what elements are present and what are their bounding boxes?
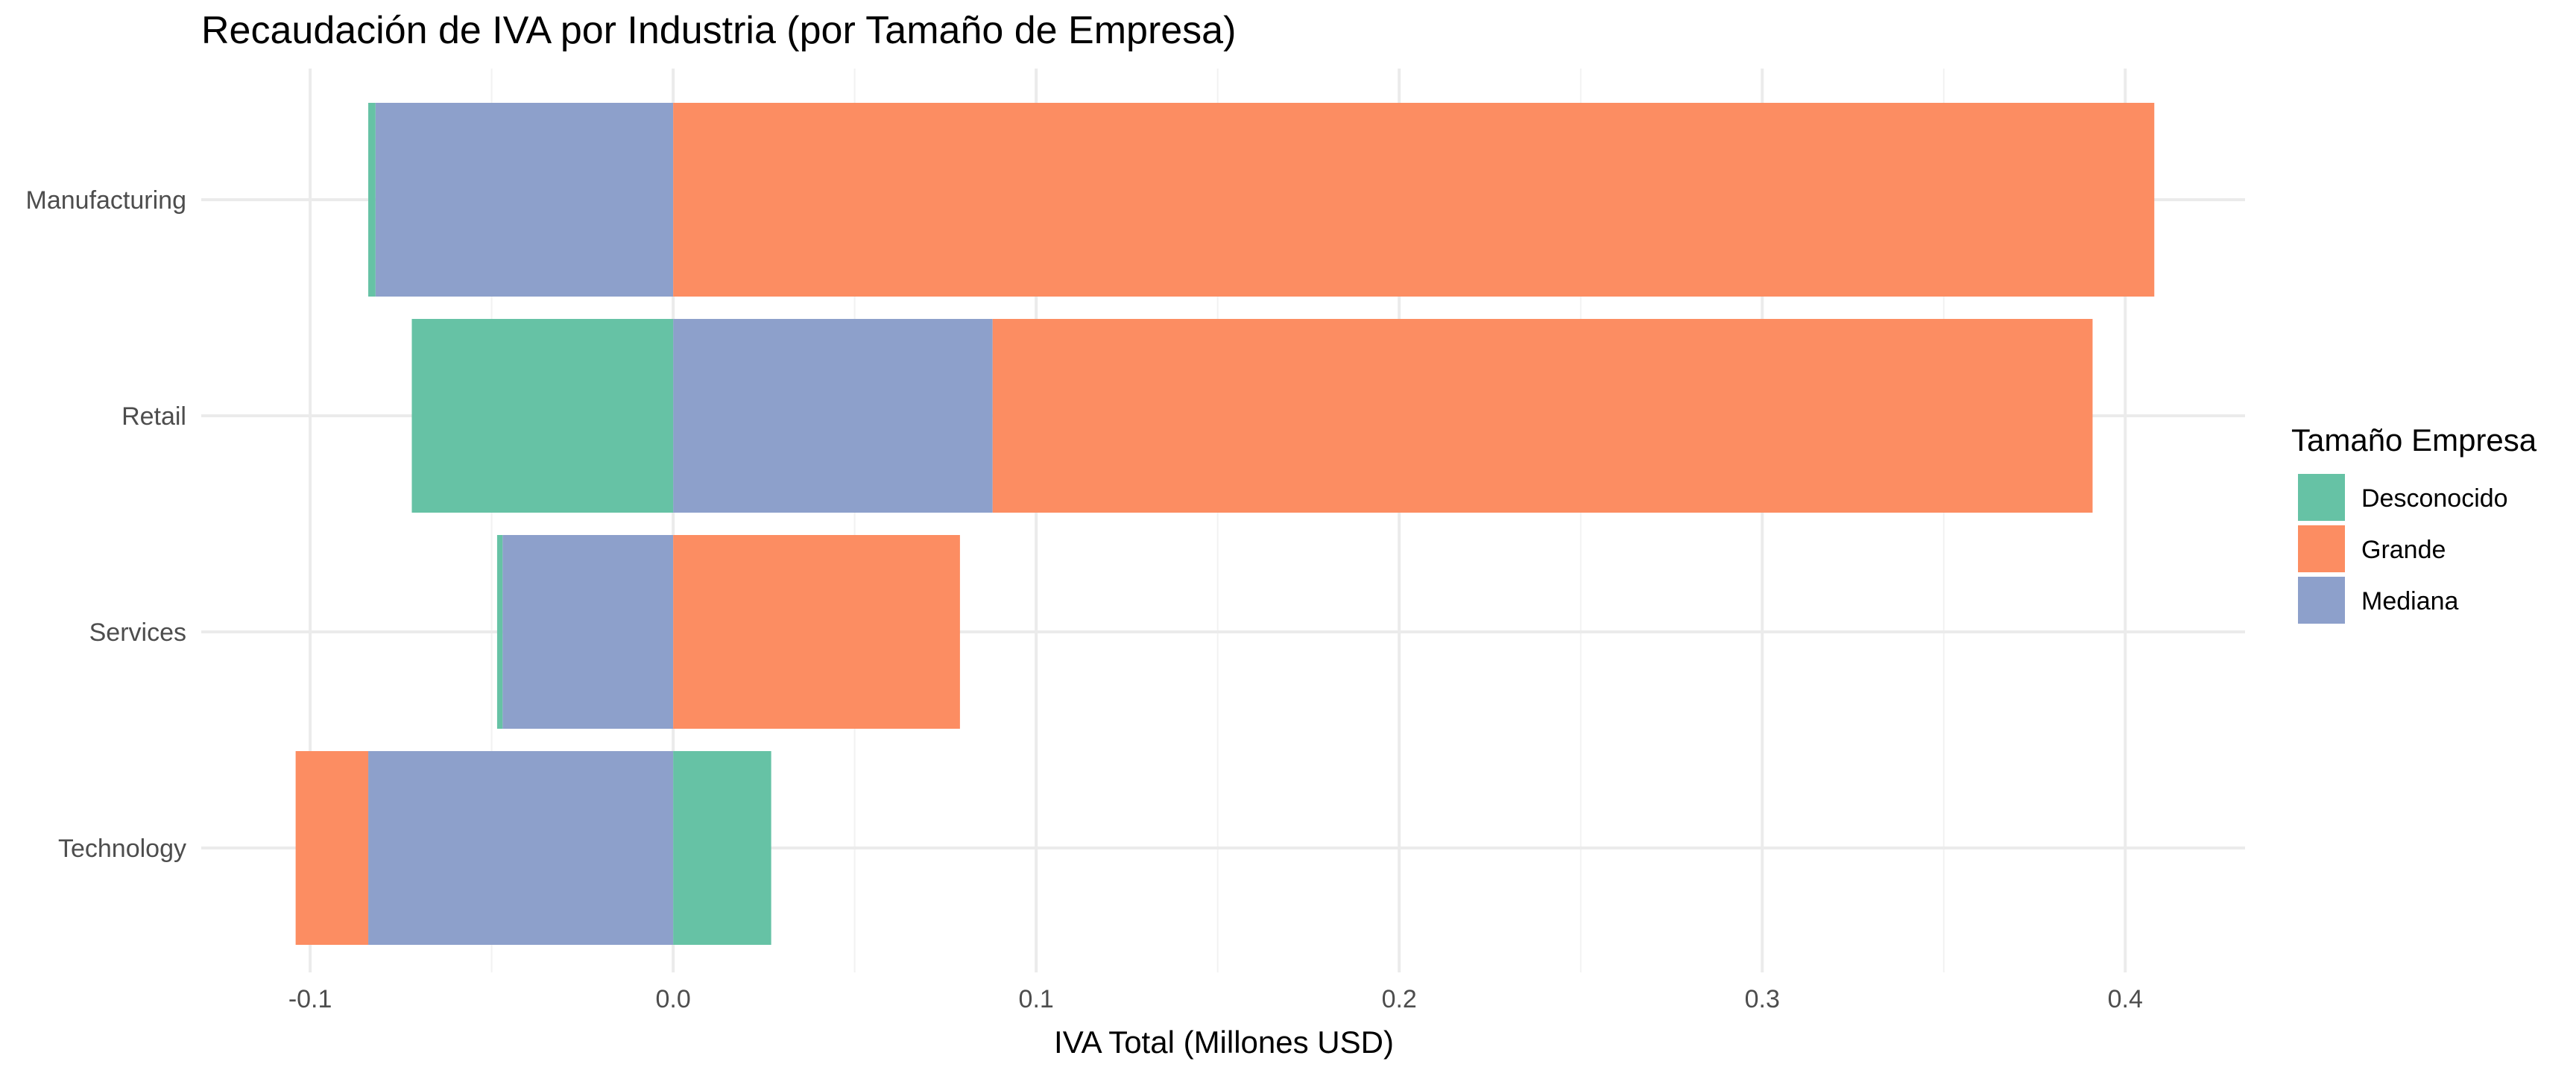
legend-label-grande: Grande — [2361, 536, 2446, 564]
y-tick-label: Manufacturing — [26, 186, 186, 215]
bar-retail-grande — [992, 319, 2093, 513]
legend-title: Tamaño Empresa — [2291, 422, 2537, 458]
bar-services-desconocido — [496, 535, 503, 729]
legend-key-mediana — [2298, 577, 2345, 624]
x-tick-label: 0.2 — [1382, 985, 1417, 1013]
bar-technology-grande — [295, 751, 369, 945]
bar-retail-desconocido — [411, 319, 674, 513]
legend-items: Desconocido Grande Mediana — [2298, 474, 2508, 624]
y-tick-labels: Manufacturing Retail Services Technology — [26, 186, 186, 863]
x-tick-label: 0.3 — [1745, 985, 1780, 1013]
y-tick-label: Services — [89, 618, 186, 647]
x-tick-labels: -0.1 0.0 0.1 0.2 0.3 0.4 — [288, 985, 2143, 1013]
bar-technology-mediana — [368, 751, 674, 945]
x-tick-label: 0.0 — [656, 985, 691, 1013]
legend: Tamaño Empresa Desconocido Grande Mediana — [2291, 422, 2537, 624]
bar-manufacturing-desconocido — [368, 103, 376, 297]
bar-services-grande — [673, 535, 960, 729]
bar-retail-mediana — [673, 319, 993, 513]
x-tick-label: 0.4 — [2108, 985, 2143, 1013]
bar-services-mediana — [502, 535, 674, 729]
legend-label-mediana: Mediana — [2361, 587, 2459, 615]
y-tick-label: Technology — [58, 835, 186, 863]
bar-manufacturing-mediana — [375, 103, 674, 297]
legend-label-desconocido: Desconocido — [2361, 484, 2508, 513]
legend-key-grande — [2298, 525, 2345, 572]
bars-layer — [295, 103, 2155, 945]
x-tick-label: 0.1 — [1019, 985, 1054, 1013]
legend-key-desconocido — [2298, 474, 2345, 521]
x-axis-title: IVA Total (Millones USD) — [1054, 1025, 1394, 1060]
chart-title: Recaudación de IVA por Industria (por Ta… — [201, 9, 1236, 52]
y-tick-label: Retail — [121, 402, 186, 431]
bar-manufacturing-grande — [673, 103, 2155, 297]
bar-technology-desconocido — [673, 751, 771, 945]
x-tick-label: -0.1 — [288, 985, 332, 1013]
